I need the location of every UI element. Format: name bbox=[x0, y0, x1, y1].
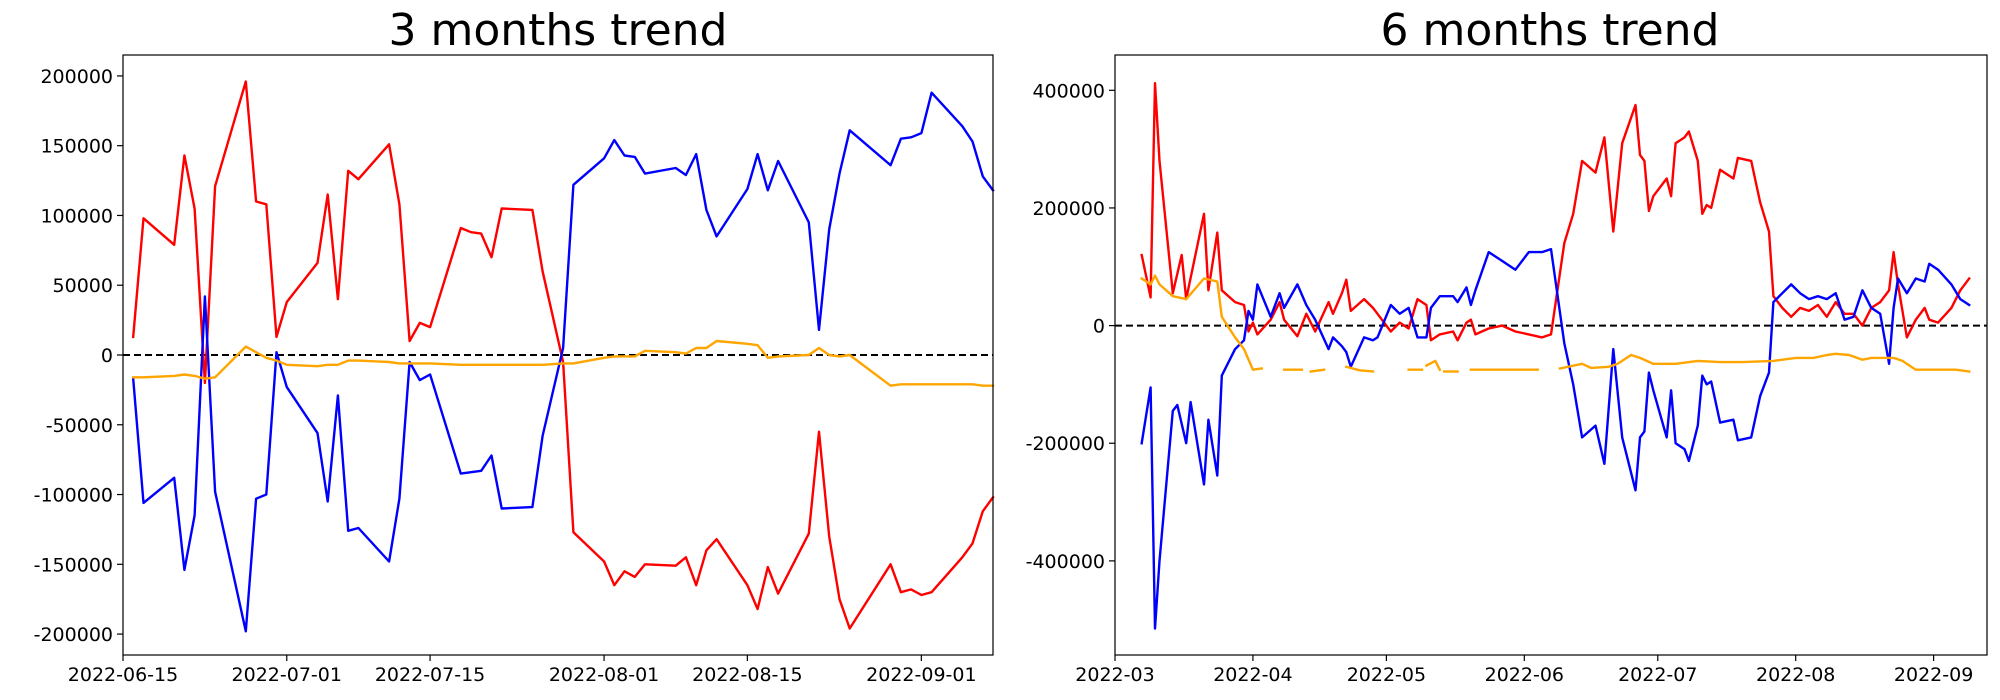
y-tick-label: 50000 bbox=[53, 275, 113, 297]
series-line-3 bbox=[1558, 352, 1971, 373]
y-tick-label: -50000 bbox=[46, 415, 113, 437]
y-tick-label: 200000 bbox=[40, 66, 113, 88]
chart-title: 6 months trend bbox=[1381, 5, 1720, 56]
series-line-3 bbox=[1140, 274, 1264, 371]
y-tick-label: 0 bbox=[101, 345, 113, 367]
x-tick-label: 2022-09-01 bbox=[866, 664, 976, 686]
x-tick-label: 2022-07-01 bbox=[232, 664, 342, 686]
y-tick-label: 400000 bbox=[1032, 80, 1105, 102]
series-line-3 bbox=[1424, 359, 1442, 372]
y-tick-label: 150000 bbox=[40, 136, 113, 158]
series-line-1 bbox=[131, 80, 995, 630]
y-tick-label: -150000 bbox=[34, 554, 113, 576]
series-line-2 bbox=[1140, 247, 1971, 630]
y-tick-label: 0 bbox=[1093, 316, 1105, 338]
series-line-3 bbox=[1309, 368, 1326, 373]
y-tick-label: -100000 bbox=[34, 485, 113, 507]
y-tick-label: -400000 bbox=[1026, 551, 1105, 573]
plot-area-frame bbox=[1114, 54, 1988, 656]
x-tick-label: 2022-07-15 bbox=[375, 664, 485, 686]
x-tick-label: 2022-03 bbox=[1075, 664, 1154, 686]
chart-title: 3 months trend bbox=[389, 5, 728, 56]
x-tick-label: 2022-06 bbox=[1485, 664, 1564, 686]
y-tick-label: 100000 bbox=[40, 205, 113, 227]
x-tick-label: 2022-04 bbox=[1213, 664, 1292, 686]
chart-6-months-trend: 6 months trend -400000 -200000 0 200000 4000… bbox=[1026, 5, 1988, 686]
x-tick-label: 2022-08-01 bbox=[549, 664, 659, 686]
x-tick-label: 2022-06-15 bbox=[68, 664, 178, 686]
y-tick-label: -200000 bbox=[34, 624, 113, 646]
series-line-1 bbox=[1140, 82, 1971, 342]
chart-3-months-trend: 3 months trend -200000 -150000 -100000 -500… bbox=[34, 5, 995, 686]
x-tick-label: 2022-08-15 bbox=[692, 664, 802, 686]
x-tick-label: 2022-05 bbox=[1347, 664, 1426, 686]
x-tick-label: 2022-08 bbox=[1756, 664, 1835, 686]
series-line-3 bbox=[132, 339, 995, 387]
x-tick-label: 2022-07 bbox=[1618, 664, 1697, 686]
y-tick-label: -200000 bbox=[1026, 433, 1105, 455]
x-tick-label: 2022-09 bbox=[1894, 664, 1973, 686]
series-line-3 bbox=[1344, 365, 1375, 373]
series-line-2 bbox=[131, 91, 995, 633]
y-tick-label: 200000 bbox=[1032, 198, 1105, 220]
